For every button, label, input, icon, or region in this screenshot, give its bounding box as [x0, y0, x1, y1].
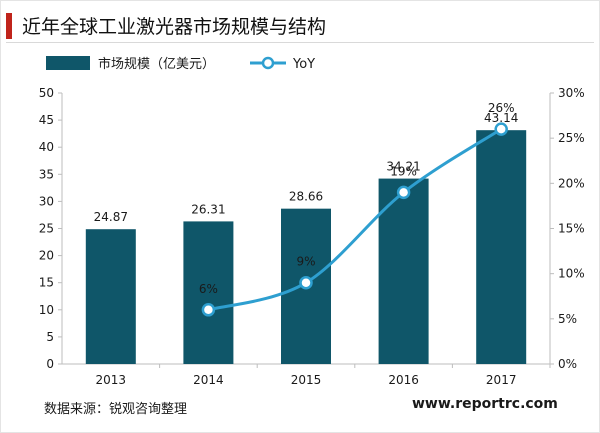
yoy-marker-2014	[201, 303, 216, 317]
chart-area: 市场规模（亿美元） YoY 0 5 10 15 20 25 30 35 40 45 50 0% 5% 10% 1…	[39, 56, 585, 387]
y-left-tick-label: 45	[39, 113, 54, 127]
yoy-value-label: 26%	[488, 101, 515, 115]
yoy-marker-2017	[494, 122, 508, 136]
y-left-tick-label: 35	[39, 167, 54, 181]
title-accent-bar	[6, 13, 12, 39]
x-tick-label: 2017	[486, 373, 517, 387]
bar-2014	[183, 221, 234, 364]
legend-marker-yoy	[261, 56, 275, 70]
y-left-tick-label: 15	[39, 276, 54, 290]
bar-value-label: 43.14	[484, 111, 518, 125]
bar-value-label: 26.31	[191, 202, 225, 216]
y-left-tick-label: 25	[39, 222, 54, 236]
y-right-tick-label: 20%	[558, 176, 585, 190]
yoy-value-label: 19%	[390, 164, 417, 178]
page-title: 近年全球工业激光器市场规模与结构	[22, 16, 327, 38]
bar-2016	[378, 178, 429, 364]
y-left-tick-label: 30	[39, 194, 54, 208]
legend-label-market-size: 市场规模（亿美元）	[98, 56, 215, 72]
legend-swatch-market-size	[46, 56, 90, 70]
bar-value-label: 24.87	[94, 210, 128, 224]
y-left-tick-label: 50	[39, 86, 54, 100]
title-divider	[6, 42, 594, 43]
website-url: www.reportrc.com	[412, 396, 558, 412]
yoy-line	[207, 127, 503, 312]
x-tick-label: 2014	[193, 373, 224, 387]
yoy-marker-2016	[396, 185, 411, 200]
yoy-value-label: 6%	[199, 282, 218, 296]
y-right-tick-label: 25%	[558, 131, 585, 145]
y-left-tick-label: 5	[46, 330, 54, 344]
y-left-tick-label: 10	[39, 303, 54, 317]
x-tick-label: 2013	[96, 373, 127, 387]
bar-2017	[476, 130, 527, 364]
yoy-marker-2015	[299, 275, 313, 290]
title-bar: 近年全球工业激光器市场规模与结构	[0, 0, 600, 48]
y-right-tick-label: 5%	[558, 312, 577, 326]
y-left-tick-label: 0	[46, 357, 54, 371]
y-right-tick-label: 15%	[558, 222, 585, 236]
y-right-tick-label: 30%	[558, 86, 585, 100]
x-tick-label: 2015	[291, 373, 322, 387]
y-right-tick-label: 0%	[558, 357, 577, 371]
y-left-tick-label: 40	[39, 140, 54, 154]
bar-value-label: 34.21	[386, 160, 420, 174]
yoy-value-label: 9%	[296, 255, 315, 269]
bar-2013	[85, 229, 136, 364]
data-source: 数据来源：锐观咨询整理	[44, 402, 188, 417]
x-tick-label: 2016	[388, 373, 419, 387]
y-left-tick-label: 20	[39, 249, 54, 263]
bar-value-label: 28.66	[289, 190, 323, 204]
legend-label-yoy: YoY	[292, 57, 315, 72]
y-right-tick-label: 10%	[558, 267, 585, 281]
